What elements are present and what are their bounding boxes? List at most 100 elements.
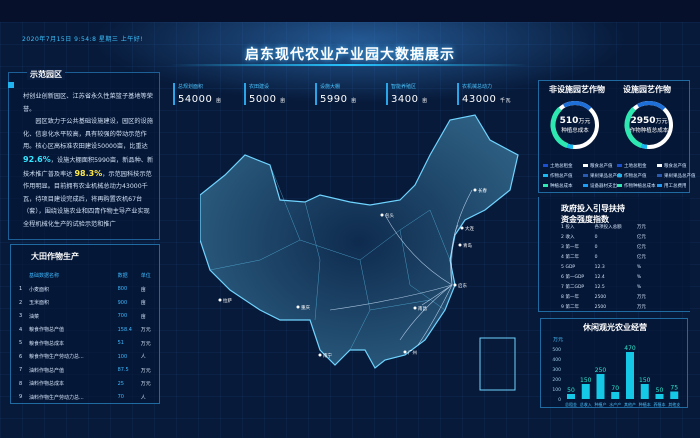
- y-tick: 0: [558, 397, 561, 403]
- y-tick: 100: [552, 387, 561, 393]
- gov-table: 1 投入 各项投入总额 万元 2 收入 0 亿元 3 第一年 0 亿元 4 第二年 0 亿元 5 GDP 12.3%…: [561, 222, 651, 312]
- x-tick: 总租金: [565, 401, 577, 407]
- ratio-highlight: 92.6%: [23, 154, 51, 164]
- donut-chart-1: [624, 100, 674, 150]
- svg-text:长春: 长春: [478, 187, 487, 194]
- y-tick: 200: [552, 377, 561, 383]
- table-row: 9 第二年 2500 万元: [561, 304, 646, 311]
- city-marker[interactable]: 青岛: [458, 242, 473, 249]
- bar: [655, 394, 664, 399]
- demo-text: 村创业创新园区、江苏省永久性菜篮子基地等荣誉。 园区致力于公共基础设施建设，园区…: [23, 93, 154, 228]
- data-label: 75: [670, 385, 678, 392]
- x-tick: 种植本: [639, 401, 651, 407]
- field-crop-panel: 大田作物生产 基础数据名称 数据 单位 1 小麦面积 800 亩 2 玉米面积 900 亩 3 油菜 7…: [10, 244, 160, 404]
- x-tick: 养殖本: [654, 401, 666, 407]
- x-tick: 种植产: [595, 401, 607, 407]
- adoption-highlight: 98.3%: [74, 168, 103, 178]
- city-marker[interactable]: 包头: [380, 212, 395, 219]
- city-marker[interactable]: 大连: [460, 225, 475, 232]
- kpi-4: 农机械总动力 43000 千瓦: [457, 83, 528, 105]
- horticulture-panel: 非设施园艺作物 510万元 种植总成本 土地总租金 粮食总产值 作物总产值 果树果品总产…: [538, 80, 696, 193]
- bar: [567, 394, 575, 399]
- donut-legend-0: 土地总租金 粮食总产值 作物总产值 果树果品总产值 种植总成本 设备器材支出: [543, 163, 623, 189]
- field-table: 基础数据名称 数据 单位 1 小麦面积 800 亩 2 玉米面积 900 亩 3 油菜 700 亩 4 粮食作…: [19, 269, 157, 404]
- x-tick: 其他产: [624, 401, 636, 407]
- bar: [640, 384, 649, 399]
- table-row: 2 收入 0 亿元: [561, 234, 646, 241]
- table-row: 4 第二年 0 亿元: [561, 254, 646, 261]
- top-bar: [0, 0, 700, 22]
- bar-chart: 万元 0 100 200 300 400 500 50 总租金 150 总收入 250 种植产 70 水产产…: [552, 337, 680, 407]
- table-row: 8 油料作物总成本 25 万元: [19, 380, 151, 388]
- y-axis-label: 万元: [553, 337, 563, 343]
- table-row: 5 GDP 12.3%: [561, 264, 642, 270]
- bar: [626, 352, 634, 399]
- kpi-0: 总规划面积 54000 亩: [173, 83, 244, 105]
- donut-chart-0: [550, 100, 600, 150]
- data-label: 470: [624, 345, 636, 352]
- table-row: 3 油菜 700 亩: [19, 313, 146, 320]
- table-row: 8 第一年 2500 万元: [561, 294, 646, 301]
- svg-text:大连: 大连: [465, 225, 474, 232]
- x-tick: 总收入: [580, 401, 592, 407]
- svg-text:包头: 包头: [385, 212, 394, 219]
- table-row: 3 第一年 0 亿元: [561, 244, 646, 251]
- table-row: 4 粮食作物总产值 158.4 万元: [19, 326, 151, 334]
- city-marker[interactable]: 南宁: [318, 352, 333, 359]
- demo-title: 示范园区: [27, 69, 65, 80]
- svg-text:青岛: 青岛: [463, 242, 472, 249]
- kpi-3: 智能养殖区 3400 亩: [386, 83, 457, 105]
- kpi-row: 总规划面积 54000 亩农田建设 5000 亩设施大棚 5990 亩智能养殖区 340…: [173, 83, 528, 105]
- city-marker[interactable]: 启东: [453, 282, 468, 289]
- bar: [596, 374, 605, 399]
- y-tick: 300: [552, 367, 561, 373]
- gov-panel: 政府投入引导扶持 资金强度指数 1 投入 各项投入总额 万元 2 收入 0 亿元 3 第一年 0 亿元 4…: [538, 197, 690, 312]
- table-row: 6 粮食作物生产劳动力总... 100 人: [19, 353, 146, 361]
- table-row: 5 粮食作物总成本 51 万元: [19, 340, 151, 347]
- city-marker[interactable]: 重庆: [296, 304, 311, 311]
- x-tick: 其他支: [668, 401, 680, 407]
- y-tick: 500: [552, 347, 561, 353]
- city-marker[interactable]: 南昌: [413, 305, 428, 312]
- svg-text:重庆: 重庆: [301, 304, 310, 311]
- svg-text:广州: 广州: [408, 349, 417, 356]
- bar: [581, 384, 590, 399]
- data-label: 50: [656, 387, 664, 394]
- table-row: 1 小麦面积 800 亩: [19, 286, 146, 293]
- table-row: 1 投入 各项投入总额 万元: [561, 224, 646, 231]
- chart-title: 休闲观光农业经营: [583, 323, 647, 332]
- city-marker[interactable]: 长春: [473, 187, 488, 194]
- table-row: 2 玉米面积 900 亩: [19, 299, 146, 307]
- datetime: 2020年7月15日 9:54:8 星期三 上午好!: [22, 36, 144, 43]
- x-tick: 水产产: [609, 401, 621, 407]
- data-label: 150: [580, 377, 592, 384]
- data-label: 250: [595, 367, 607, 374]
- city-marker[interactable]: 广州: [403, 349, 418, 356]
- bullet-icon: [8, 82, 14, 88]
- page-title: 启东现代农业产业园大数据展示: [245, 47, 455, 63]
- bar: [670, 391, 679, 399]
- gov-title: 政府投入引导扶持 资金强度指数: [561, 204, 625, 224]
- svg-text:拉萨: 拉萨: [223, 297, 232, 304]
- table-row: 9 油料作物生产劳动力总... 70 人: [19, 394, 146, 401]
- data-label: 70: [611, 385, 619, 392]
- donut-title-1: 设施园艺作物: [623, 85, 671, 94]
- data-label: 150: [639, 377, 651, 384]
- svg-text:南昌: 南昌: [418, 305, 427, 312]
- leisure-panel: 休闲观光农业经营 万元 0 100 200 300 400 500 50 总租金 150 总收入 25…: [540, 318, 688, 408]
- south-sea-inset: [479, 337, 516, 391]
- city-marker[interactable]: 拉萨: [218, 297, 233, 304]
- table-row: 7 第二GDP 12.5%: [561, 284, 642, 291]
- title-underline: [170, 64, 530, 66]
- svg-text:南宁: 南宁: [323, 352, 332, 359]
- demo-panel: 示范园区 村创业创新园区、江苏省永久性菜篮子基地等荣誉。 园区致力于公共基础设施…: [8, 69, 160, 240]
- table-row: 7 油料作物总产值 87.5 万元: [19, 367, 151, 374]
- donut-legend-1: 土地总租金 粮食总产值 作物总产值 果树果品总产值 作物种植总成本 用工总费用: [617, 163, 697, 189]
- svg-text:启东: 启东: [458, 282, 467, 289]
- bar: [611, 392, 620, 399]
- field-title: 大田作物生产: [31, 252, 79, 261]
- data-label: 50: [567, 387, 575, 394]
- kpi-1: 农田建设 5000 亩: [244, 83, 315, 105]
- map-outline: [200, 114, 519, 369]
